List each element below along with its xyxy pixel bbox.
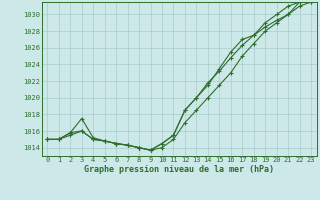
X-axis label: Graphe pression niveau de la mer (hPa): Graphe pression niveau de la mer (hPa) xyxy=(84,165,274,174)
